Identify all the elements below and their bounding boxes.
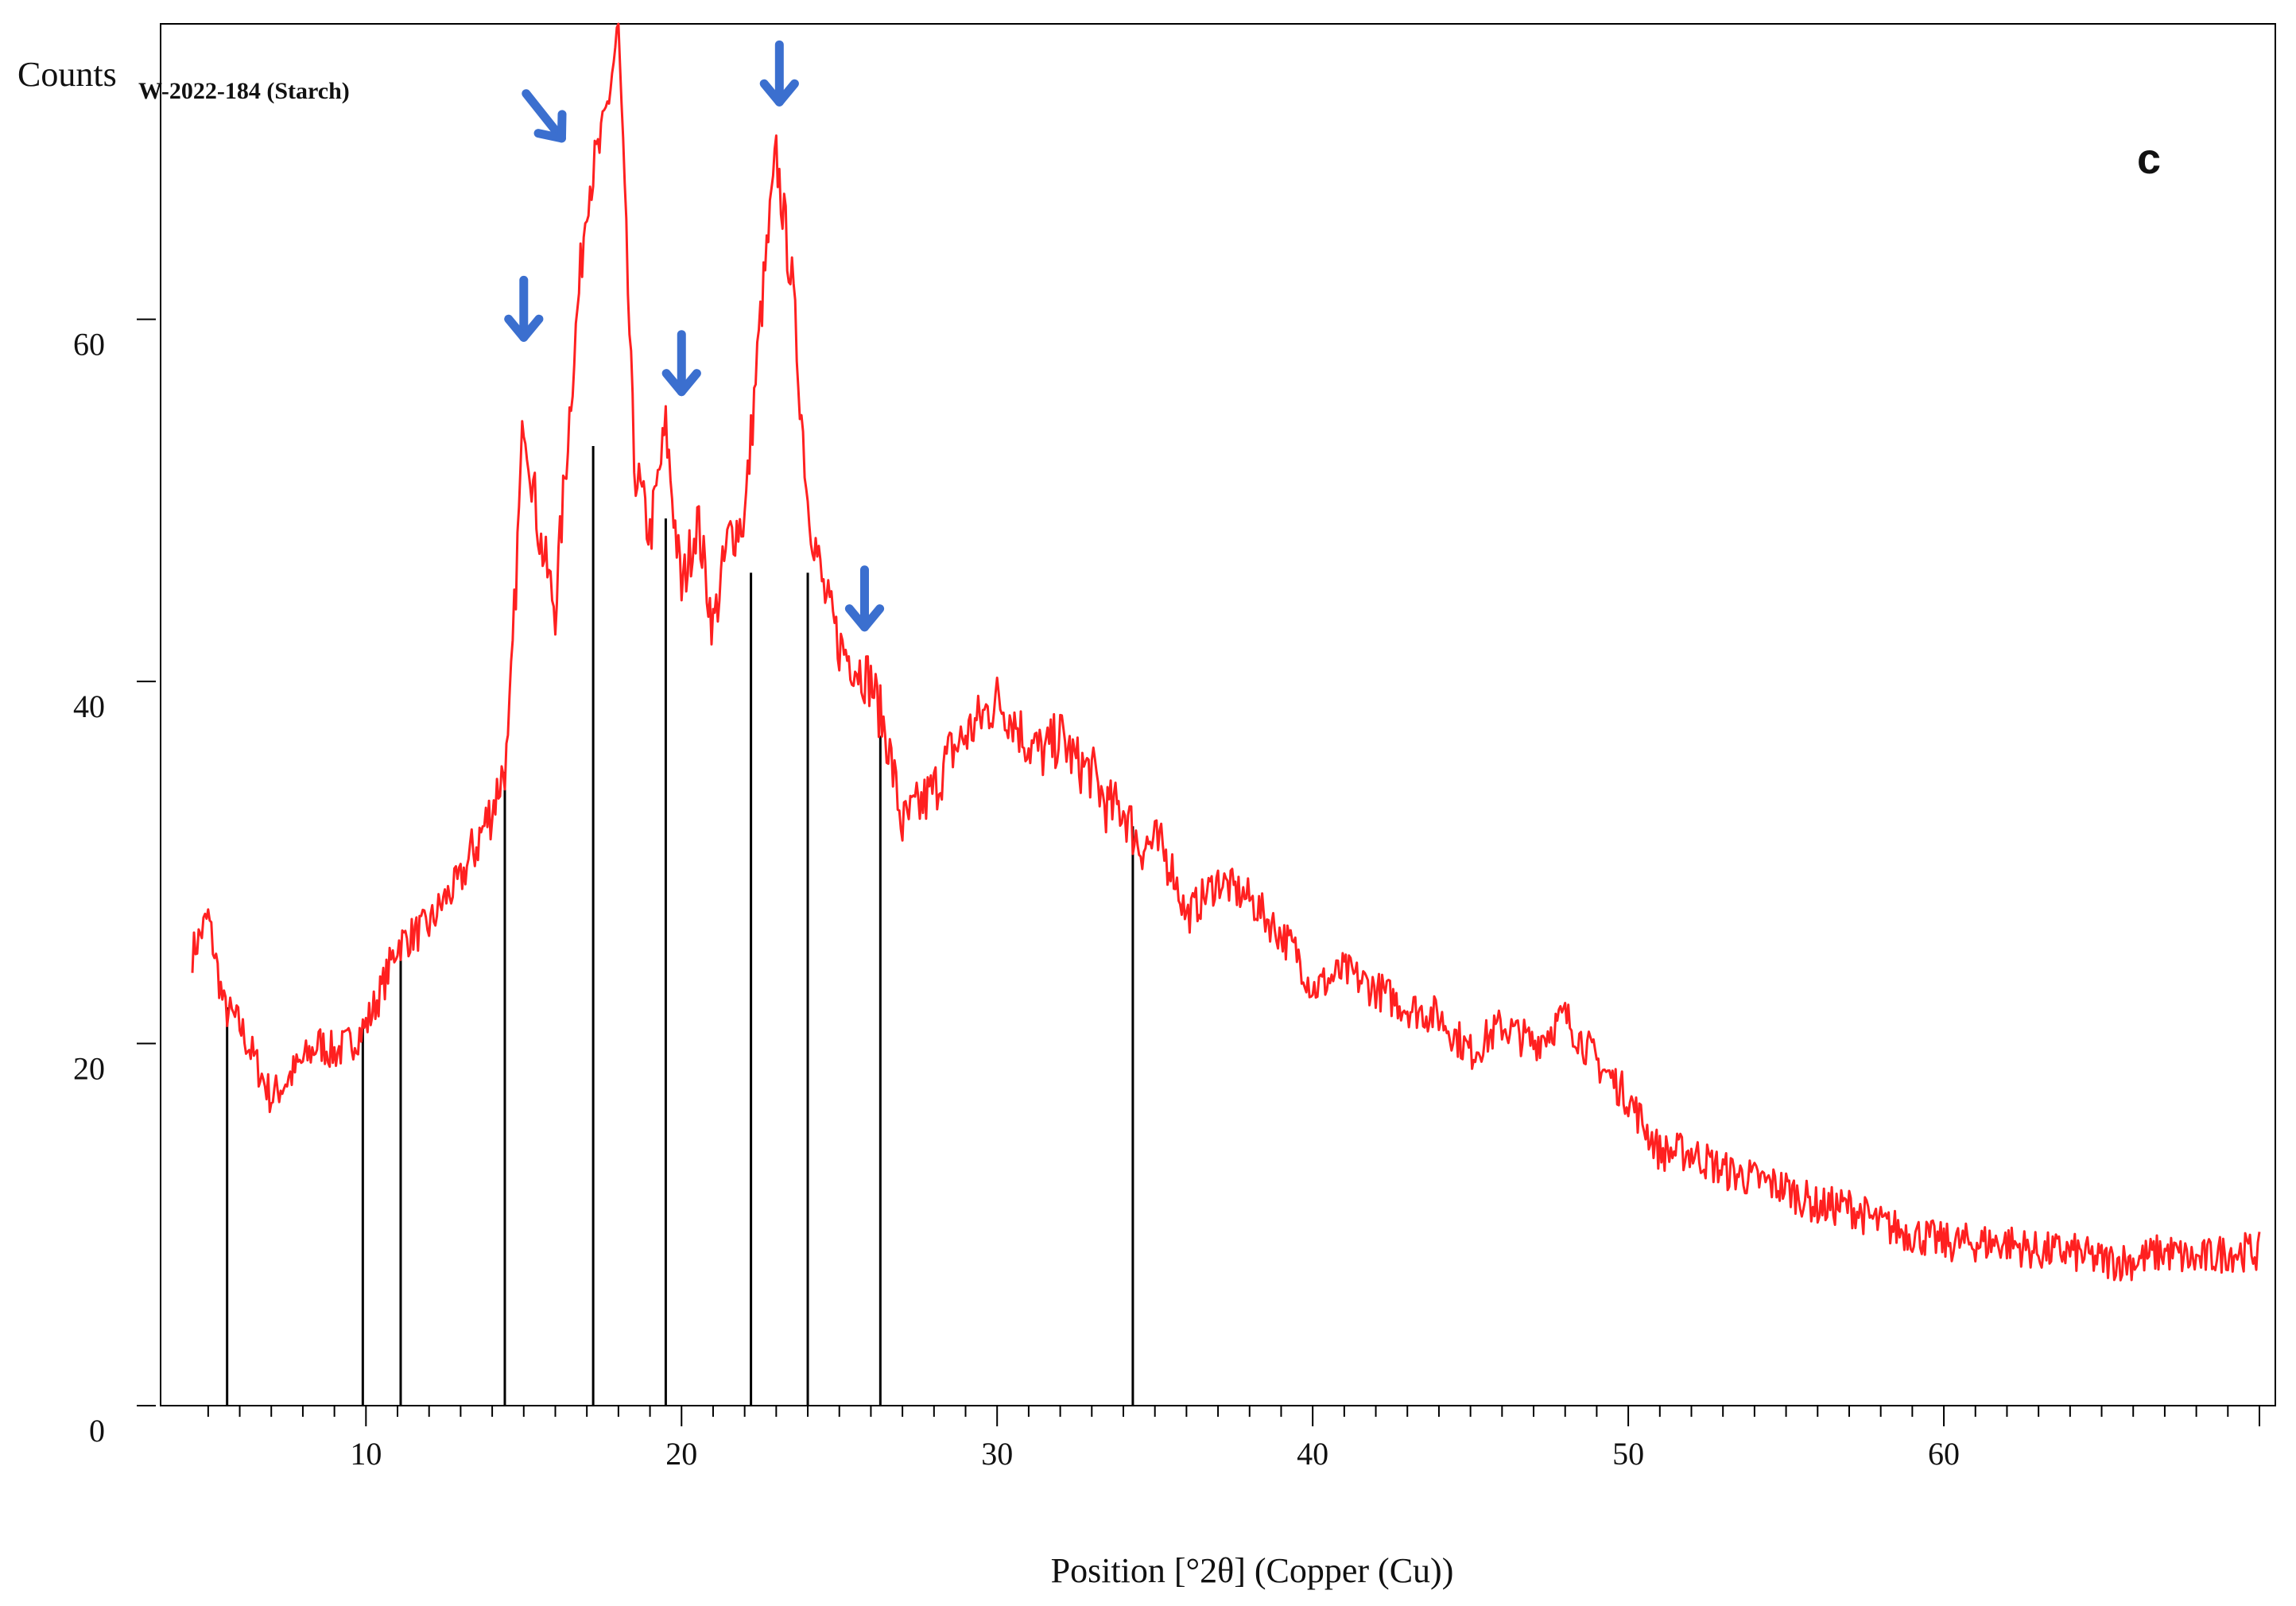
x-tick-label: 10	[350, 1436, 382, 1472]
y-tick-label: 40	[73, 689, 105, 724]
y-tick-label: 60	[73, 327, 105, 363]
plot-area: 10 20 30 40 50 60 0 20 40 60	[73, 22, 2276, 1472]
y-axis-title: Counts	[17, 55, 117, 94]
peak-arrow-icon	[522, 89, 567, 143]
xrd-pattern-line	[191, 22, 2261, 1282]
peak-arrow-icon	[504, 275, 544, 342]
x-tick-label: 50	[1612, 1436, 1644, 1472]
peak-arrow-icon	[661, 330, 701, 397]
x-axis-title: Position [°2θ] (Copper (Cu))	[1051, 1551, 1454, 1590]
x-tick-label: 20	[665, 1436, 697, 1472]
x-tick-label: 40	[1297, 1436, 1328, 1472]
sample-label: W-2022-184 (Starch)	[138, 78, 350, 104]
peak-arrow-icon	[759, 40, 799, 107]
panel-letter: c	[2137, 135, 2161, 183]
peak-arrow-icon	[844, 565, 885, 632]
x-tick-label: 30	[981, 1436, 1013, 1472]
y-tick-label: 0	[89, 1413, 105, 1449]
plot-frame	[160, 23, 2276, 1406]
x-tick-label: 60	[1928, 1436, 1960, 1472]
y-tick-label: 20	[73, 1051, 105, 1087]
